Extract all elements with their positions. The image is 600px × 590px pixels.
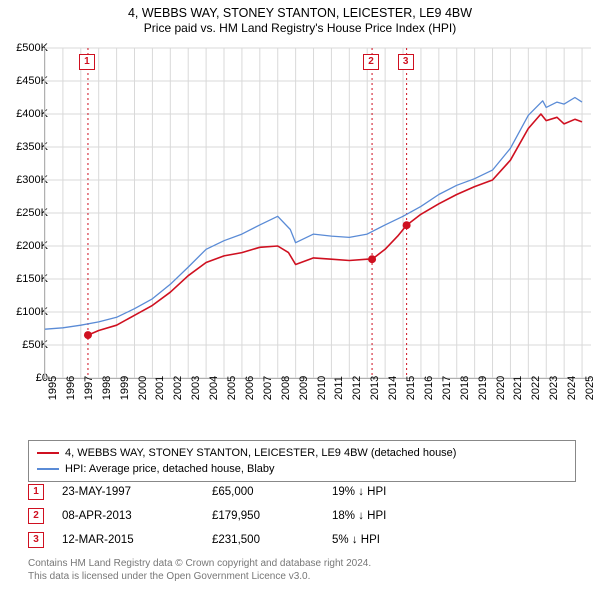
x-tick-label: 2019 [477,376,489,400]
x-tick-label: 2002 [172,376,184,400]
x-tick-label: 2025 [584,376,596,400]
chart-area: 1995 1996 1997 1998 1999 2000 2001 2002 2003 2004… [44,48,590,403]
x-tick-label: 2005 [226,376,238,400]
legend-label-hpi: HPI: Average price, detached house, Blab… [65,463,275,475]
footer: Contains HM Land Registry data © Crown c… [28,558,371,583]
transaction-hpi: 18% ↓ HPI [332,510,472,522]
legend-box: 4, WEBBS WAY, STONEY STANTON, LEICESTER,… [28,440,576,482]
x-tick-label: 2008 [280,376,292,400]
transaction-hpi: 5% ↓ HPI [332,534,472,546]
x-tick-label: 2023 [548,376,560,400]
legend-item-hpi: HPI: Average price, detached house, Blab… [37,461,567,477]
transaction-price: £231,500 [212,534,332,546]
x-tick-label: 2009 [298,376,310,400]
legend-swatch-price [37,452,59,454]
x-tick-label: 2015 [405,376,417,400]
transaction-row: 1 23-MAY-1997 £65,000 19% ↓ HPI [28,480,472,504]
event-marker-box: 1 [79,54,95,70]
x-tick-label: 2018 [459,376,471,400]
x-tick-label: 2017 [441,376,453,400]
x-tick-label: 1999 [119,376,131,400]
x-tick-label: 2006 [244,376,256,400]
footer-line1: Contains HM Land Registry data © Crown c… [28,558,371,571]
footer-line2: This data is licensed under the Open Gov… [28,571,371,584]
transaction-row: 2 08-APR-2013 £179,950 18% ↓ HPI [28,504,472,528]
x-tick-label: 2014 [387,376,399,400]
title-line2: Price paid vs. HM Land Registry's House … [0,21,600,35]
legend-item-price: 4, WEBBS WAY, STONEY STANTON, LEICESTER,… [37,445,567,461]
x-tick-label: 2013 [369,376,381,400]
x-tick-label: 2022 [530,376,542,400]
plot-region [44,48,591,379]
transaction-marker-2: 2 [28,508,44,524]
event-marker-box: 3 [398,54,414,70]
transaction-date: 08-APR-2013 [62,510,212,522]
transaction-date: 23-MAY-1997 [62,486,212,498]
x-tick-label: 2012 [351,376,363,400]
transaction-row: 3 12-MAR-2015 £231,500 5% ↓ HPI [28,528,472,552]
transaction-marker-3: 3 [28,532,44,548]
x-tick-label: 1995 [47,376,59,400]
x-tick-label: 1996 [65,376,77,400]
x-tick-label: 2011 [333,376,345,400]
chart-container: 4, WEBBS WAY, STONEY STANTON, LEICESTER,… [0,0,600,590]
x-tick-label: 2001 [154,376,166,400]
x-tick-label: 1998 [101,376,113,400]
title-line1: 4, WEBBS WAY, STONEY STANTON, LEICESTER,… [0,6,600,20]
x-tick-label: 2000 [137,376,149,400]
x-tick-label: 2016 [423,376,435,400]
x-tick-label: 2003 [190,376,202,400]
transaction-marker-1: 1 [28,484,44,500]
x-tick-label: 2010 [316,376,328,400]
transaction-hpi: 19% ↓ HPI [332,486,472,498]
event-marker-box: 2 [363,54,379,70]
legend-label-price: 4, WEBBS WAY, STONEY STANTON, LEICESTER,… [65,447,456,459]
legend-swatch-hpi [37,468,59,470]
x-tick-label: 2021 [512,376,524,400]
transaction-date: 12-MAR-2015 [62,534,212,546]
x-tick-label: 1997 [83,376,95,400]
x-tick-label: 2020 [495,376,507,400]
x-tick-label: 2024 [566,376,578,400]
transaction-price: £65,000 [212,486,332,498]
plot-svg [45,48,591,378]
x-tick-label: 2007 [262,376,274,400]
transaction-price: £179,950 [212,510,332,522]
title-block: 4, WEBBS WAY, STONEY STANTON, LEICESTER,… [0,0,600,35]
transactions-table: 1 23-MAY-1997 £65,000 19% ↓ HPI 2 08-APR… [28,480,472,552]
x-tick-label: 2004 [208,376,220,400]
